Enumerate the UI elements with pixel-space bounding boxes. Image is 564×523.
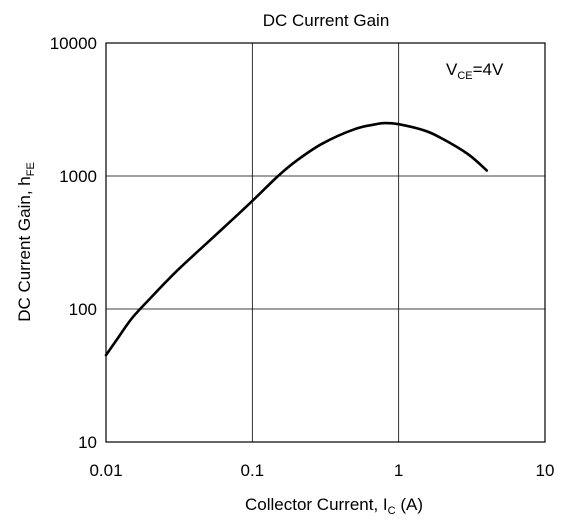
y-axis-label: DC Current Gain, hFE <box>15 162 37 322</box>
y-tick-label: 10000 <box>50 34 97 53</box>
annotation-suffix: =4V <box>473 60 504 79</box>
vce-annotation: VCE=4V <box>446 60 504 82</box>
y-axis-label-subscript: FE <box>25 162 37 176</box>
y-tick-label: 10 <box>78 433 97 452</box>
x-axis-label-suffix: (A) <box>396 495 423 514</box>
grid-lines <box>106 43 545 442</box>
x-axis-label-subscript: C <box>388 505 396 517</box>
x-axis-label-main: Collector Current, I <box>245 495 388 514</box>
annotation-subscript: CE <box>457 70 472 82</box>
plot-area-frame <box>105 42 546 443</box>
x-axis-label: Collector Current, IC (A) <box>245 495 423 517</box>
x-tick-label: 0.1 <box>241 461 265 480</box>
x-tick-label: 0.01 <box>89 461 122 480</box>
x-tick-label: 1 <box>394 461 403 480</box>
gain-curve-line <box>104 121 489 357</box>
y-axis-label-main: DC Current Gain, h <box>15 176 34 322</box>
x-axis-tick-labels: 0.01 0.1 1 10 <box>89 461 554 480</box>
x-tick-label: 10 <box>536 461 555 480</box>
y-tick-label: 100 <box>69 300 97 319</box>
y-axis-tick-labels: 10 100 1000 10000 <box>50 34 97 452</box>
annotation-main: V <box>446 60 458 79</box>
chart-title: DC Current Gain <box>263 11 390 30</box>
y-tick-label: 1000 <box>59 167 97 186</box>
